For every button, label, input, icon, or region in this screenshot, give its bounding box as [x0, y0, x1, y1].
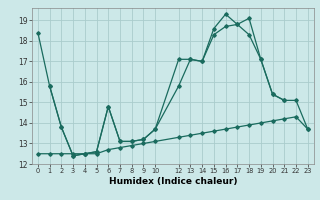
- X-axis label: Humidex (Indice chaleur): Humidex (Indice chaleur): [108, 177, 237, 186]
